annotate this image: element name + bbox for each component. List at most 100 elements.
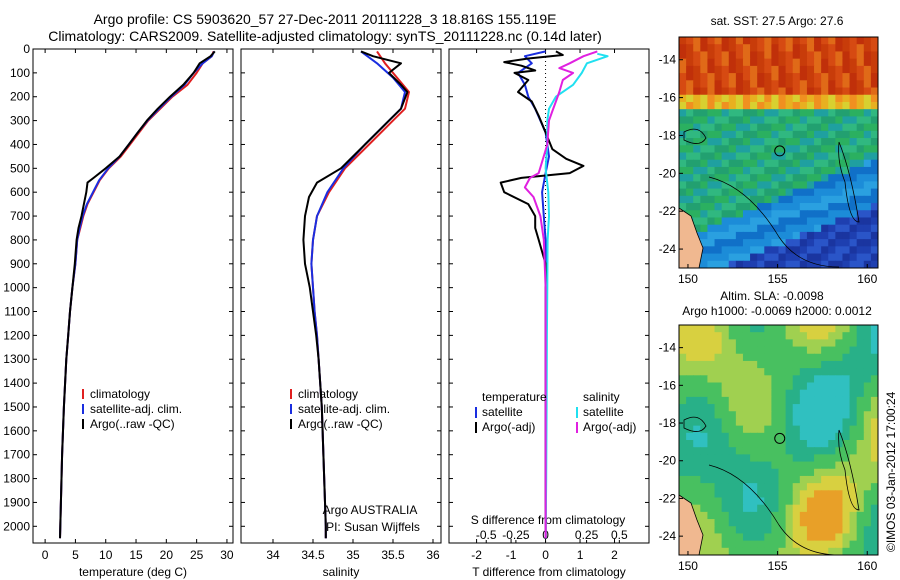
sla_map-cell — [764, 418, 772, 427]
sst_map-cell — [835, 58, 844, 67]
sst_map-cell — [856, 109, 865, 118]
sla_map-cell — [771, 447, 780, 455]
sla_map-cell — [707, 346, 716, 355]
sla_map-cell — [707, 396, 716, 405]
sst_map-cell — [750, 224, 758, 233]
sla_map-cell — [700, 440, 709, 448]
sst_map-cell — [686, 94, 694, 103]
depth-tick-label: 1300 — [3, 352, 30, 366]
sla_map-cell — [757, 447, 765, 455]
sla_map-cell — [785, 353, 794, 362]
sst_map-cell — [728, 231, 737, 240]
sst_map-cell — [728, 87, 737, 96]
sst_map-cell — [742, 65, 751, 74]
sla_map-cell — [700, 332, 709, 340]
sst_map-cell — [856, 80, 865, 89]
sst_map-cell — [714, 80, 723, 89]
sst_map-cell — [735, 65, 744, 74]
sla_map-cell — [721, 411, 730, 420]
sla_map-cell — [778, 425, 787, 434]
sla_map-cell — [806, 511, 815, 520]
sst_map-cell — [686, 51, 694, 60]
sst_map-cell — [863, 246, 872, 255]
sla_map-cell — [835, 533, 844, 542]
sst_map-cell — [771, 109, 780, 118]
sla_map-cell — [742, 325, 751, 333]
difference-xtick-label: 0 — [542, 548, 549, 562]
sst_map-cell — [870, 195, 878, 204]
salinity-xtick-label: 34 — [266, 548, 280, 562]
sst_map-cell — [707, 44, 716, 53]
sst_map-cell — [799, 188, 808, 197]
sst_map-cell — [735, 101, 744, 110]
sla_map-cell — [714, 389, 723, 398]
sla_map-cell — [707, 360, 716, 369]
sst_map-cell — [821, 210, 829, 219]
sla_map-cell — [742, 454, 751, 463]
sla_map-cell — [721, 389, 730, 398]
sla_map-cell — [714, 432, 723, 441]
sst_map-cell — [742, 116, 751, 125]
sst_map-cell — [750, 246, 758, 255]
sst_map-cell — [700, 181, 709, 190]
sst_map-cell — [714, 239, 723, 247]
sst_map-cell — [778, 109, 787, 118]
sst_map-cell — [721, 203, 730, 211]
sst_map-cell — [856, 51, 865, 60]
sst_map-cell — [792, 224, 801, 233]
sst_map-cell — [757, 116, 765, 125]
sla_map-cell — [714, 454, 723, 463]
sst_map-cell — [863, 94, 872, 103]
sla_map-cell — [750, 382, 758, 391]
sst_map-cell — [735, 159, 744, 168]
sst_map-cell — [806, 174, 815, 182]
sst_map-cell — [735, 231, 744, 240]
sla_map-cell — [849, 404, 858, 412]
sst_map-cell — [835, 203, 844, 211]
sst_map-cell — [764, 44, 772, 53]
sla_map-cell — [693, 425, 701, 434]
sst_map-cell — [849, 65, 858, 74]
sst_map-cell — [750, 109, 758, 118]
sst_map-cell — [714, 181, 723, 190]
sla_map-cell — [849, 483, 858, 491]
sst_map-cell — [870, 51, 878, 60]
sla_map-cell — [728, 475, 737, 484]
sst_map-cell — [679, 203, 687, 211]
sla_map-cell — [849, 526, 858, 535]
salinity-panel: 34 34.5 35 35.5 36salinityclimatologysatelli… — [240, 48, 442, 579]
sla_map-cell — [742, 483, 751, 491]
sst_map-cell — [828, 51, 836, 60]
sst_map-cell — [835, 65, 844, 74]
sst_map-cell — [842, 203, 851, 211]
sla_map-cell — [764, 339, 772, 348]
sst_map-cell — [707, 224, 716, 233]
sst_map-cell — [821, 44, 829, 53]
sst_map-cell — [785, 138, 794, 146]
sst_map-cell — [721, 195, 730, 204]
sla_map-cell — [742, 447, 751, 455]
sla_map-cell — [835, 382, 844, 391]
sst_map-cell — [785, 181, 794, 190]
sst_map-cell — [735, 188, 744, 197]
sla_map-cell — [707, 368, 716, 376]
sla_map-cell — [842, 511, 851, 520]
sla_map-cell — [849, 490, 858, 499]
sst_map-cell — [771, 253, 780, 262]
sst_map-cell — [693, 44, 701, 53]
sla_map-cell — [835, 547, 844, 555]
sst_map-cell — [750, 152, 758, 161]
sst_map-cell — [821, 246, 829, 255]
sla_map-cell — [792, 540, 801, 549]
sst_map-cell — [750, 260, 758, 268]
sst_map-cell — [700, 246, 709, 255]
sst_map-cell — [806, 181, 815, 190]
sst_map-cell — [863, 152, 872, 161]
sla_map-cell — [799, 475, 808, 484]
sst_map-cell — [835, 80, 844, 89]
sst_map-cell — [757, 123, 765, 132]
sst_map-cell — [728, 123, 737, 132]
sst_map-cell — [778, 130, 787, 139]
sst_map-argo-marker — [774, 145, 786, 157]
